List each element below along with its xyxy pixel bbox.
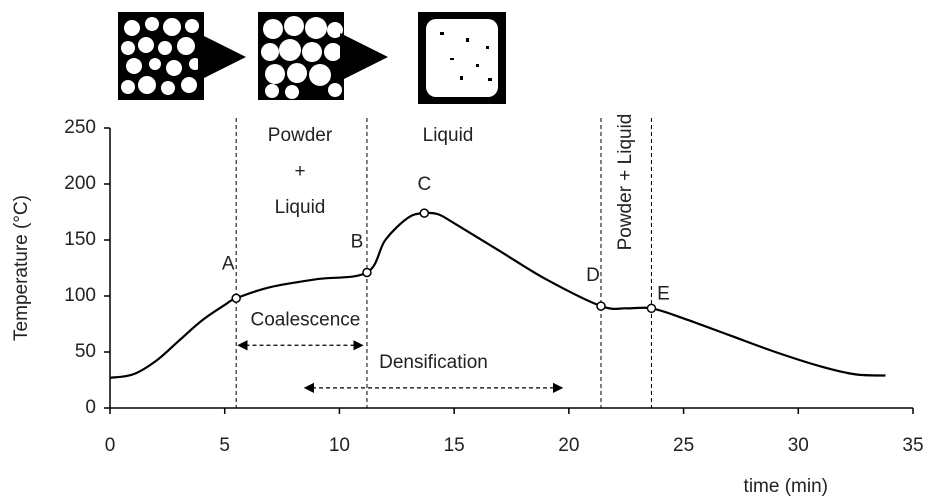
region-label: + <box>294 161 305 182</box>
point-label: C <box>417 174 431 195</box>
process-label: Densification <box>379 352 488 373</box>
point-marker <box>231 293 241 303</box>
point-label: D <box>586 265 600 286</box>
process-label: Coalescence <box>251 309 361 330</box>
point-label: A <box>222 253 235 274</box>
point-marker <box>419 208 430 218</box>
x-axis-label: time (min) <box>744 476 828 497</box>
region-label: Powder + Liquid <box>615 114 636 251</box>
y-axis-label: Temperature (°C) <box>11 195 32 341</box>
x-tick-label: 15 <box>444 435 465 456</box>
y-tick-label: 200 <box>64 173 96 194</box>
x-tick-label: 25 <box>673 435 694 456</box>
x-tick-label: 20 <box>558 435 579 456</box>
y-tick-label: 0 <box>85 397 96 418</box>
region-label: Powder <box>268 125 333 146</box>
x-tick-label: 0 <box>105 435 116 456</box>
y-tick-label: 100 <box>64 285 96 306</box>
y-tick-label: 250 <box>64 117 96 138</box>
microstructures <box>118 12 506 104</box>
x-tick-label: 35 <box>902 435 923 456</box>
point-marker <box>362 267 372 278</box>
point-label: B <box>351 231 364 252</box>
x-tick-label: 30 <box>788 435 809 456</box>
y-tick-label: 50 <box>75 341 96 362</box>
x-tick-label: 10 <box>329 435 350 456</box>
point-marker <box>596 301 606 311</box>
point-marker <box>646 303 657 314</box>
point-label: E <box>657 283 670 304</box>
region-label: Liquid <box>275 197 326 218</box>
y-tick-label: 150 <box>64 229 96 250</box>
x-tick-label: 5 <box>219 435 230 456</box>
region-label: Liquid <box>423 125 474 146</box>
temperature-line <box>109 211 886 379</box>
